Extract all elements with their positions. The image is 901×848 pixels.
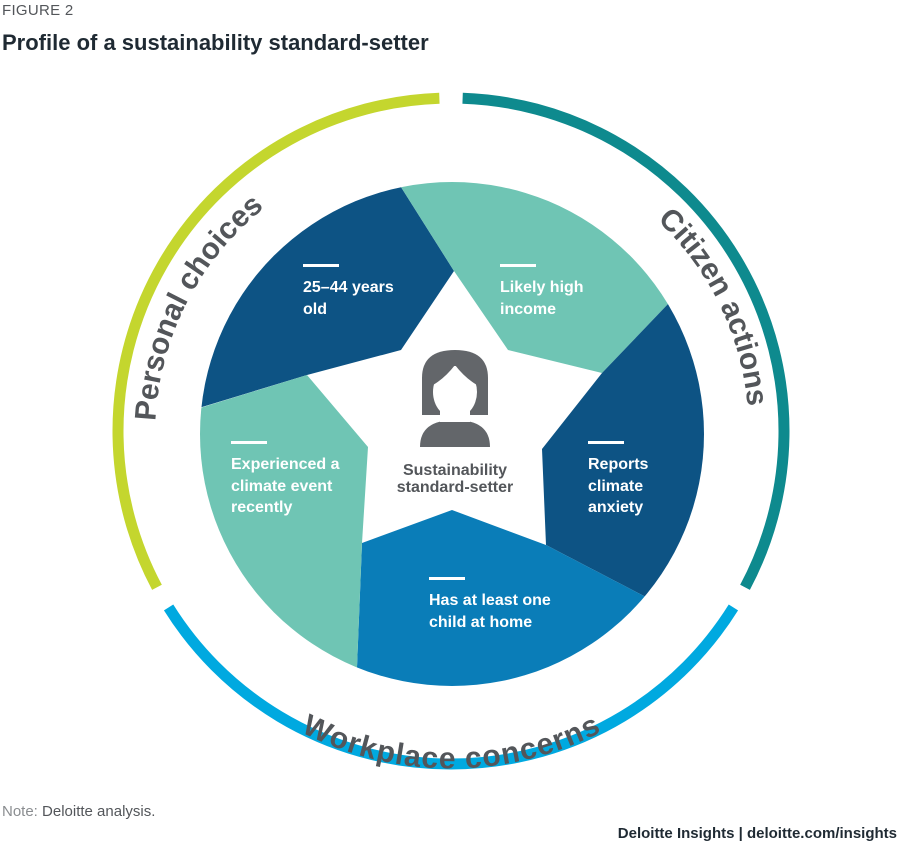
label-line: 25–44 years	[303, 279, 394, 296]
label-line: Has at least one	[429, 592, 551, 609]
note: Note: Deloitte analysis.	[2, 803, 155, 820]
label-child: Has at least one child at home	[429, 577, 551, 631]
person-icon	[420, 350, 490, 447]
label-line: child at home	[429, 614, 532, 631]
label-dash	[500, 264, 536, 267]
label-anxiety: Reports climate anxiety	[588, 441, 649, 516]
label-income: Likely high income	[500, 264, 584, 318]
center-label-line1: Sustainability	[403, 462, 507, 479]
ring-arc-workplace-concerns	[163, 604, 739, 770]
label-climate-event: Experienced a climate event recently	[231, 441, 340, 516]
segment-anxiety	[542, 190, 704, 667]
label-line: income	[500, 301, 556, 318]
label-dash	[429, 577, 465, 580]
label-line: Experienced a	[231, 456, 340, 473]
ring-arc-citizen-actions	[462, 92, 790, 590]
figure-label: FIGURE 2	[2, 2, 74, 19]
label-line: recently	[231, 499, 292, 516]
ring-label-workplace-concerns: Workplace concerns	[298, 708, 605, 775]
label-line: Likely high	[500, 279, 584, 296]
label-dash	[588, 441, 624, 444]
figure-title: Profile of a sustainability standard-set…	[2, 30, 429, 55]
label-line: anxiety	[588, 499, 643, 516]
credit: Deloitte Insights | deloitte.com/insight…	[617, 825, 897, 842]
label-dash	[231, 441, 267, 444]
label-line: climate event	[231, 478, 333, 495]
label-line: Reports	[588, 456, 649, 473]
label-dash	[303, 264, 339, 267]
center-label-line2: standard-setter	[397, 479, 513, 496]
segment-income	[346, 182, 704, 373]
note-text: Deloitte analysis.	[37, 803, 156, 820]
label-age: 25–44 years old	[303, 264, 394, 318]
label-line: climate	[588, 478, 643, 495]
ring-arc-personal-choices	[112, 92, 440, 590]
label-line: old	[303, 301, 327, 318]
note-label: Note:	[2, 803, 38, 820]
